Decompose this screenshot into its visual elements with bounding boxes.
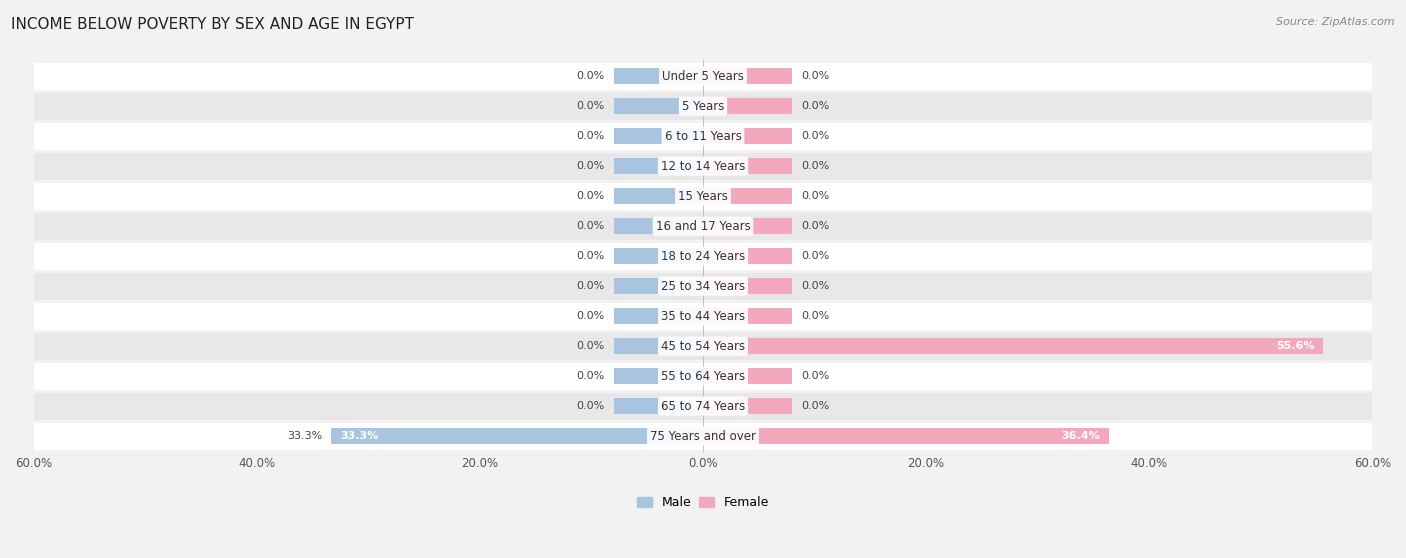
Text: 18 to 24 Years: 18 to 24 Years xyxy=(661,249,745,263)
Text: 55.6%: 55.6% xyxy=(1275,341,1315,351)
Text: 45 to 54 Years: 45 to 54 Years xyxy=(661,340,745,353)
Bar xyxy=(703,248,792,264)
Bar xyxy=(34,213,1372,239)
Text: 75 Years and over: 75 Years and over xyxy=(650,430,756,442)
Text: 12 to 14 Years: 12 to 14 Years xyxy=(661,160,745,172)
Bar xyxy=(614,398,703,415)
Bar xyxy=(703,68,792,84)
Bar xyxy=(703,158,792,175)
Bar xyxy=(34,393,1372,420)
Bar xyxy=(34,123,1372,150)
Bar xyxy=(703,338,1323,354)
Bar xyxy=(614,338,703,354)
Bar xyxy=(34,363,1372,389)
Text: 0.0%: 0.0% xyxy=(576,311,605,321)
Text: 0.0%: 0.0% xyxy=(801,191,830,201)
Bar xyxy=(614,248,703,264)
Bar xyxy=(703,278,792,295)
Text: 0.0%: 0.0% xyxy=(576,371,605,381)
Bar xyxy=(703,308,792,324)
Bar xyxy=(614,68,703,84)
Text: 55 to 64 Years: 55 to 64 Years xyxy=(661,369,745,383)
Text: 15 Years: 15 Years xyxy=(678,190,728,203)
Text: 0.0%: 0.0% xyxy=(576,161,605,171)
Text: Under 5 Years: Under 5 Years xyxy=(662,70,744,83)
Text: 25 to 34 Years: 25 to 34 Years xyxy=(661,280,745,292)
Bar xyxy=(614,218,703,234)
Text: 16 and 17 Years: 16 and 17 Years xyxy=(655,220,751,233)
Bar xyxy=(34,153,1372,180)
Bar xyxy=(34,243,1372,270)
Bar xyxy=(703,218,792,234)
Bar xyxy=(614,368,703,384)
Bar xyxy=(34,302,1372,330)
Bar xyxy=(703,188,792,204)
Bar xyxy=(34,273,1372,300)
Text: INCOME BELOW POVERTY BY SEX AND AGE IN EGYPT: INCOME BELOW POVERTY BY SEX AND AGE IN E… xyxy=(11,17,415,32)
Bar xyxy=(703,128,792,145)
Text: 0.0%: 0.0% xyxy=(801,221,830,231)
Bar xyxy=(332,428,703,444)
Text: 0.0%: 0.0% xyxy=(801,161,830,171)
Text: 0.0%: 0.0% xyxy=(576,71,605,81)
Bar xyxy=(614,128,703,145)
Text: 0.0%: 0.0% xyxy=(801,251,830,261)
Bar xyxy=(34,333,1372,359)
Bar xyxy=(703,368,792,384)
Text: 0.0%: 0.0% xyxy=(576,401,605,411)
Bar xyxy=(614,188,703,204)
Text: 0.0%: 0.0% xyxy=(576,281,605,291)
Text: 35 to 44 Years: 35 to 44 Years xyxy=(661,310,745,323)
Bar xyxy=(34,62,1372,90)
Bar xyxy=(703,398,792,415)
Bar xyxy=(614,98,703,114)
Text: 0.0%: 0.0% xyxy=(576,341,605,351)
Text: 33.3%: 33.3% xyxy=(340,431,378,441)
Bar xyxy=(614,308,703,324)
Text: 0.0%: 0.0% xyxy=(801,71,830,81)
Text: 33.3%: 33.3% xyxy=(287,431,322,441)
Text: 0.0%: 0.0% xyxy=(576,101,605,111)
Text: 65 to 74 Years: 65 to 74 Years xyxy=(661,400,745,412)
Text: 0.0%: 0.0% xyxy=(801,401,830,411)
Bar xyxy=(703,428,1109,444)
Bar xyxy=(34,93,1372,119)
Legend: Male, Female: Male, Female xyxy=(637,496,769,509)
Bar xyxy=(703,98,792,114)
Bar xyxy=(614,278,703,295)
Text: 0.0%: 0.0% xyxy=(801,131,830,141)
Bar xyxy=(34,182,1372,210)
Text: 0.0%: 0.0% xyxy=(801,311,830,321)
Text: 0.0%: 0.0% xyxy=(576,191,605,201)
Text: 0.0%: 0.0% xyxy=(576,131,605,141)
Text: 0.0%: 0.0% xyxy=(801,281,830,291)
Text: 0.0%: 0.0% xyxy=(801,371,830,381)
Bar xyxy=(34,422,1372,450)
Text: 6 to 11 Years: 6 to 11 Years xyxy=(665,129,741,143)
Text: 0.0%: 0.0% xyxy=(801,101,830,111)
Text: 36.4%: 36.4% xyxy=(1062,431,1101,441)
Text: 5 Years: 5 Years xyxy=(682,100,724,113)
Text: 0.0%: 0.0% xyxy=(576,251,605,261)
Bar xyxy=(614,158,703,175)
Text: 0.0%: 0.0% xyxy=(576,221,605,231)
Text: Source: ZipAtlas.com: Source: ZipAtlas.com xyxy=(1277,17,1395,27)
